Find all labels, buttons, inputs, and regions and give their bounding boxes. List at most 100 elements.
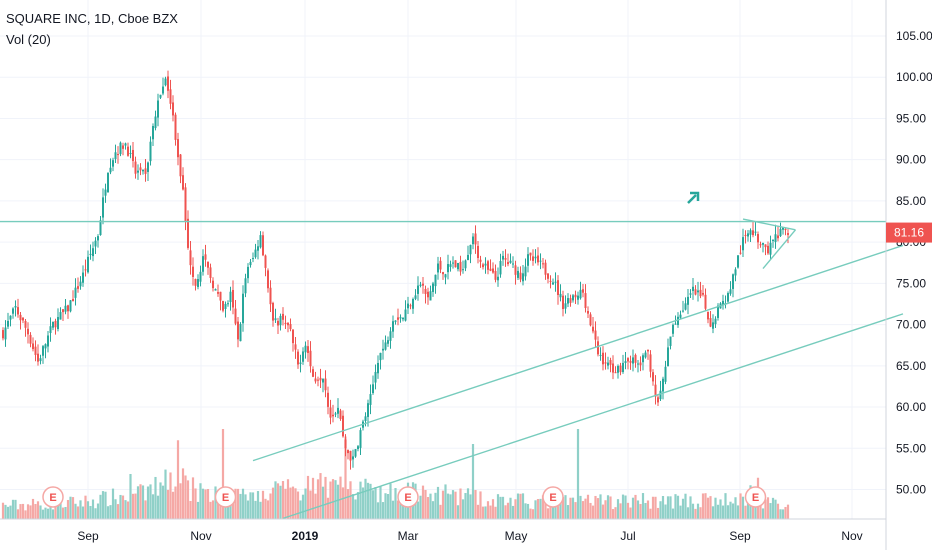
candle-body bbox=[732, 274, 734, 289]
volume-bar bbox=[34, 503, 37, 519]
volume-bar bbox=[286, 479, 290, 519]
volume-bar bbox=[199, 483, 202, 519]
volume-bar bbox=[466, 488, 470, 519]
triangle-lower-line bbox=[762, 229, 797, 269]
volume-bar bbox=[619, 503, 622, 519]
candle-body bbox=[349, 450, 352, 461]
candle-body bbox=[12, 308, 14, 314]
volume-bar bbox=[784, 506, 787, 519]
volume-bar bbox=[26, 504, 30, 519]
volume-bar bbox=[186, 480, 190, 519]
candle-body bbox=[777, 235, 779, 239]
time-tick-label: Nov bbox=[841, 529, 862, 543]
volume-bar bbox=[394, 488, 397, 519]
price-axis[interactable]: 105.00100.0095.0090.0085.0080.0075.0070.… bbox=[885, 0, 932, 550]
candle-body bbox=[172, 102, 174, 116]
candle-body bbox=[227, 303, 229, 305]
volume-bar bbox=[156, 495, 160, 519]
candle-body bbox=[379, 352, 382, 361]
volume-bar bbox=[714, 497, 717, 519]
volume-bar bbox=[44, 507, 47, 519]
volume-bar bbox=[276, 483, 280, 519]
volume-bar bbox=[56, 505, 60, 519]
volume-bar bbox=[479, 491, 482, 519]
candle-body bbox=[754, 231, 757, 233]
volume-bar bbox=[521, 493, 525, 519]
volume-bar bbox=[354, 499, 357, 519]
volume-bar bbox=[746, 503, 750, 519]
chart-title: SQUARE INC, 1D, Cboe BZX bbox=[6, 11, 178, 26]
volume-bar bbox=[704, 493, 707, 519]
candle-body bbox=[372, 384, 374, 394]
candle-body bbox=[9, 315, 12, 320]
candle-body bbox=[682, 310, 684, 312]
earnings-marker bbox=[397, 486, 419, 508]
volume-bar bbox=[701, 493, 705, 519]
volume-bar bbox=[451, 490, 455, 519]
time-tick-label: 2019 bbox=[292, 529, 319, 543]
volume-bar bbox=[114, 499, 117, 519]
candle-body bbox=[717, 305, 719, 318]
volume-bar bbox=[664, 504, 667, 519]
candle-body bbox=[122, 145, 124, 149]
volume-bar bbox=[471, 444, 475, 519]
candle-body bbox=[507, 262, 509, 265]
volume-bar bbox=[204, 489, 207, 519]
candle-body bbox=[534, 256, 537, 259]
earnings-marker-label: E bbox=[49, 492, 56, 504]
candle-body bbox=[124, 143, 127, 146]
volume-bar bbox=[399, 497, 402, 519]
volume-bar bbox=[501, 496, 505, 519]
volume-bar bbox=[424, 489, 427, 519]
volume-bar bbox=[36, 501, 40, 519]
volume-bar bbox=[531, 509, 535, 519]
volume-bar bbox=[341, 487, 345, 519]
candle-body bbox=[97, 236, 99, 241]
volume-bar bbox=[166, 489, 170, 519]
volume-bar bbox=[269, 493, 272, 519]
volume-bar bbox=[489, 505, 492, 519]
volume-bar bbox=[771, 497, 775, 519]
volume-bar bbox=[324, 476, 327, 519]
volume-bar bbox=[481, 506, 485, 519]
candle-body bbox=[659, 390, 662, 400]
volume-bar bbox=[201, 488, 205, 519]
candle-body bbox=[444, 274, 447, 278]
candle-body bbox=[612, 363, 614, 373]
volume-bar bbox=[461, 499, 465, 519]
volume-bar bbox=[24, 510, 27, 519]
volume-bar bbox=[744, 505, 747, 519]
volume-bar bbox=[296, 491, 300, 519]
volume-bar bbox=[539, 498, 542, 519]
candles bbox=[2, 70, 789, 470]
volume-bar bbox=[136, 486, 140, 519]
candle-body bbox=[202, 256, 204, 272]
volume-bar bbox=[561, 496, 565, 519]
volume-bar bbox=[149, 484, 152, 519]
candle-body bbox=[224, 303, 227, 309]
volume-bar bbox=[611, 509, 615, 519]
candle-body bbox=[44, 344, 47, 349]
candle-body bbox=[72, 299, 74, 302]
volume-bar bbox=[559, 502, 562, 519]
candle-body bbox=[264, 255, 267, 268]
volume-bar bbox=[321, 486, 325, 519]
candle-body bbox=[132, 149, 134, 161]
candle-body bbox=[779, 228, 782, 237]
volume-bar bbox=[54, 503, 57, 519]
volume-bar bbox=[219, 501, 222, 519]
candle-body bbox=[697, 290, 699, 293]
volume-bar bbox=[441, 490, 445, 519]
candle-body bbox=[324, 378, 327, 391]
candle-body bbox=[422, 283, 424, 286]
candle-body bbox=[644, 352, 647, 358]
candle-body bbox=[472, 236, 474, 245]
candle-body bbox=[24, 320, 27, 328]
candle-body bbox=[484, 263, 487, 266]
time-axis[interactable]: Sep Nov 2019 Mar May Jul Sep Nov bbox=[0, 518, 886, 543]
volume-bar bbox=[644, 503, 647, 519]
candle-body bbox=[182, 175, 184, 190]
volume-bar bbox=[181, 468, 185, 519]
earnings-marker-label: E bbox=[549, 492, 556, 504]
